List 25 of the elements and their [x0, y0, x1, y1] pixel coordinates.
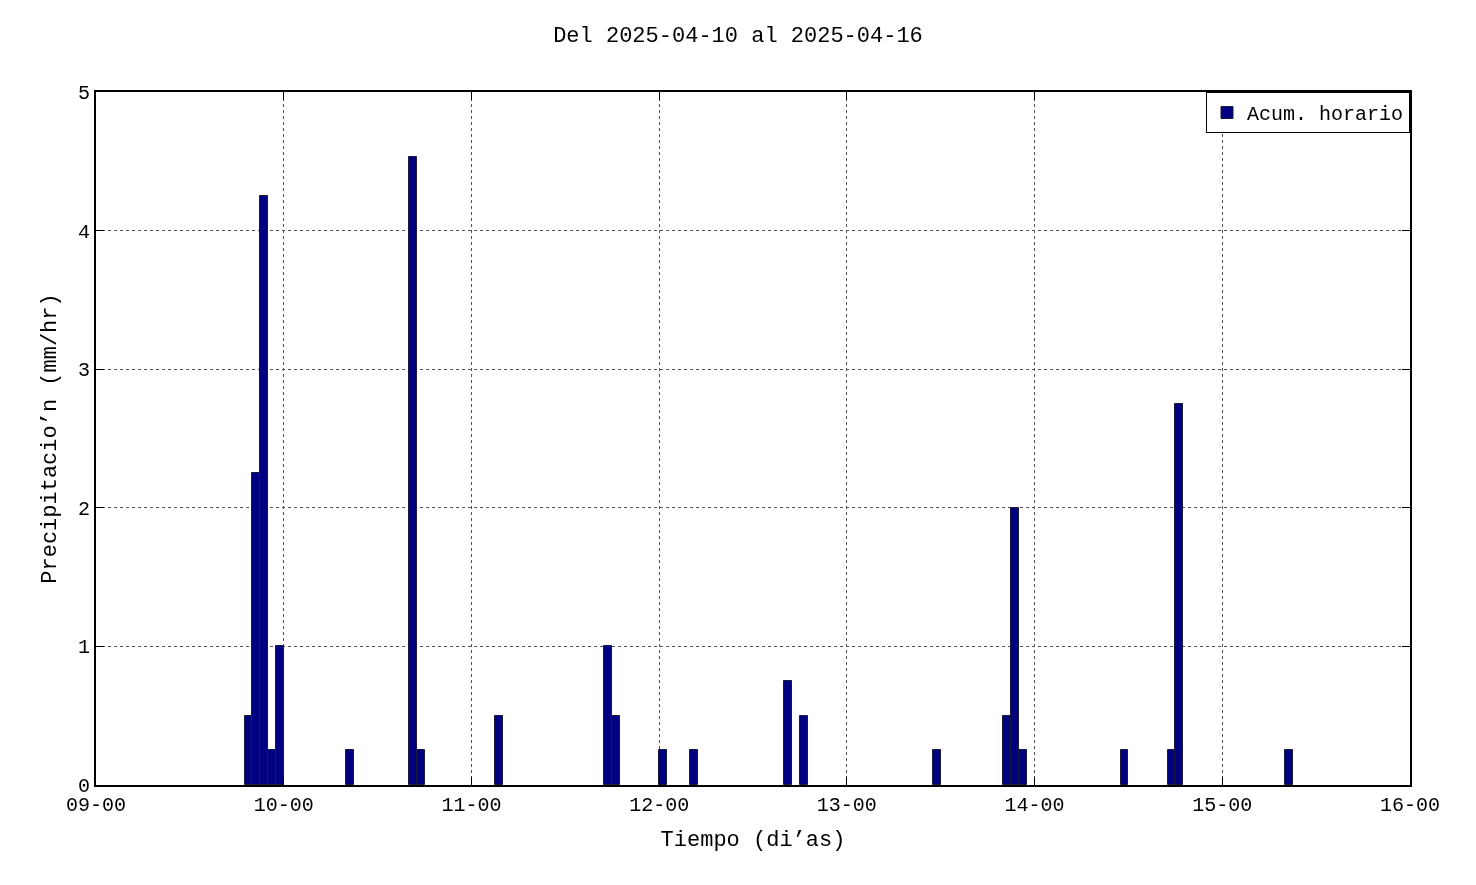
bar — [783, 680, 792, 785]
bar — [345, 749, 354, 785]
x-tick-label: 11-00 — [441, 794, 502, 817]
x-tick-label: 14-00 — [1004, 794, 1065, 817]
bar — [689, 749, 698, 785]
y-tick-label: 5 — [77, 82, 90, 105]
bar — [1120, 749, 1128, 785]
legend-label: Acum. horario — [1247, 103, 1404, 127]
bar — [658, 749, 667, 785]
bar — [1284, 749, 1293, 785]
y-tick-label: 2 — [77, 497, 90, 521]
x-tick-label: 15-00 — [1192, 794, 1253, 817]
y-tick-label: 4 — [77, 220, 90, 244]
x-tick-label: 16-00 — [1379, 794, 1441, 817]
bar — [494, 715, 503, 785]
y-tick-label: 3 — [77, 359, 90, 383]
x-tick-label: 10-00 — [253, 794, 314, 817]
x-tick-label: 12-00 — [629, 794, 690, 817]
bar — [799, 715, 808, 785]
chart-title: Del 2025-04-10 al 2025-04-16 — [553, 23, 923, 49]
y-tick-label: 1 — [77, 636, 90, 660]
y-axis-title: Precipitacio’n (mm/hr) — [38, 293, 64, 584]
x-tick-label: 13-00 — [816, 794, 877, 817]
x-axis-title: Tiempo (di’as) — [660, 828, 846, 854]
bar — [932, 749, 941, 785]
